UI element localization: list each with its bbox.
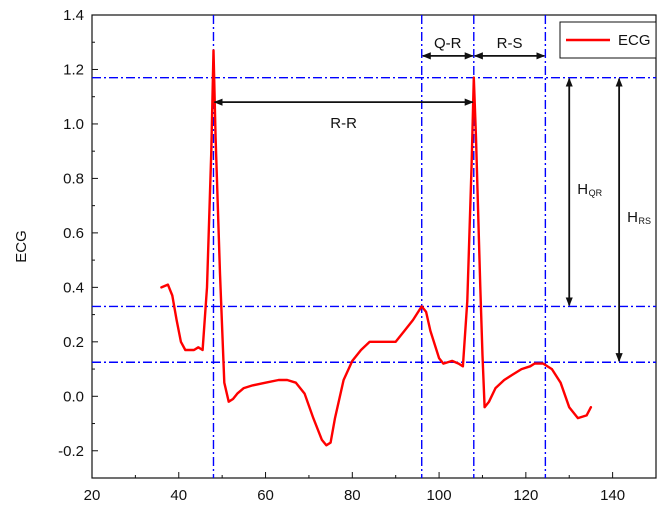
x-tick-label: 20 <box>84 487 101 504</box>
ecg-series-line <box>160 49 593 447</box>
y-tick-label: 1.4 <box>63 7 84 24</box>
x-tick-label: 80 <box>344 487 361 504</box>
y-axis-title: ECG <box>13 230 30 263</box>
legend: ECG <box>559 21 657 59</box>
y-tick-label: 0.6 <box>63 225 84 242</box>
annotations: R-RQ-R R-SH QRH RS <box>213 35 651 363</box>
x-tick-label: 120 <box>513 487 538 504</box>
interval-label-h-qr: H <box>577 181 588 198</box>
plot-area-border <box>91 14 657 479</box>
y-tick-label: 1.2 <box>63 61 84 78</box>
y-tick-label: -0.2 <box>58 443 84 460</box>
interval-label-r-s: R-S <box>497 35 523 52</box>
x-tick-label: 60 <box>257 487 274 504</box>
interval-label-r-r: R-R <box>330 115 357 132</box>
interval-label-q-r: Q-R <box>434 35 462 52</box>
x-tick-label: 40 <box>170 487 187 504</box>
interval-label-sub-h-rs: RS <box>638 216 651 226</box>
y-tick-label: 0.4 <box>63 279 84 296</box>
x-tick-label: 140 <box>600 487 625 504</box>
y-tick-label: 0.8 <box>63 170 84 187</box>
x-tick-label: 100 <box>427 487 452 504</box>
interval-label-h-rs: H <box>627 209 638 226</box>
axes: 20 40 60 80 100 120 140 -0.2 0.0 0.2 0.4 0.6 0.8 1.0 1… <box>13 7 625 504</box>
y-tick-label: 0.2 <box>63 334 84 351</box>
interval-label-sub-h-qr: QR <box>589 188 603 198</box>
y-tick-label: 1.0 <box>63 116 84 133</box>
series-layer <box>160 49 593 447</box>
legend-label-ecg: ECG <box>618 32 651 49</box>
plot-frame <box>91 14 657 479</box>
y-tick-label: 0.0 <box>63 388 84 405</box>
reference-lines <box>92 15 656 478</box>
